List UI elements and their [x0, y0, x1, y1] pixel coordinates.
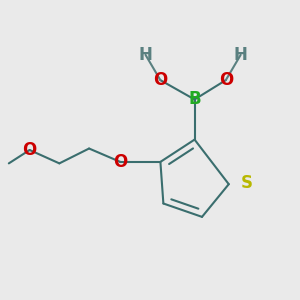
Text: O: O: [153, 71, 167, 89]
Text: O: O: [113, 153, 127, 171]
Text: O: O: [219, 71, 233, 89]
Text: H: H: [234, 46, 248, 64]
Text: O: O: [22, 141, 37, 159]
Text: S: S: [241, 174, 253, 192]
Text: H: H: [139, 46, 152, 64]
Text: B: B: [188, 91, 201, 109]
